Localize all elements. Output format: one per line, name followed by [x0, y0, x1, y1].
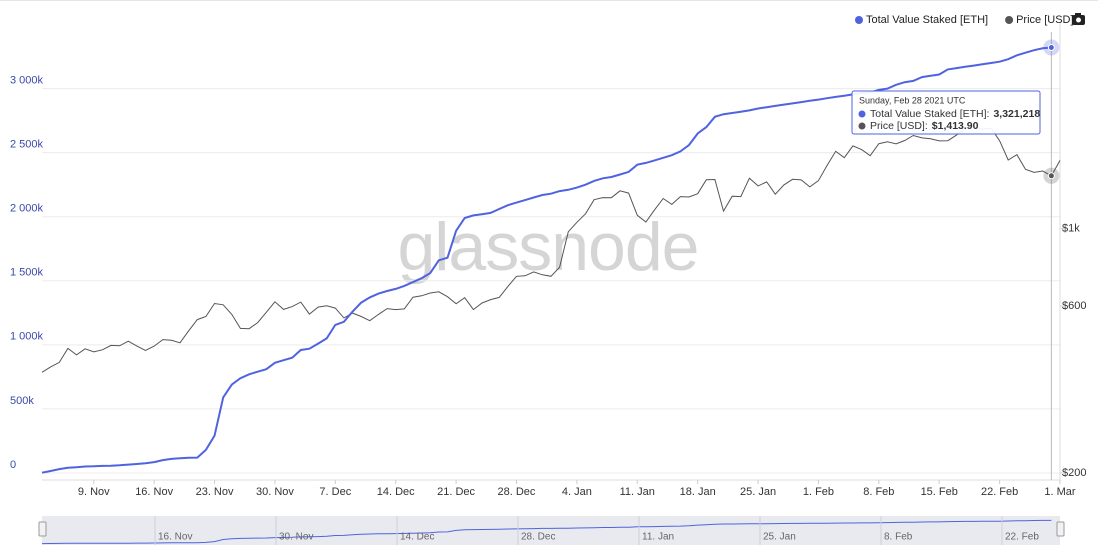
- navigator-label: 22. Feb: [1005, 532, 1039, 543]
- navigator-label: 16. Nov: [158, 532, 192, 543]
- camera-icon[interactable]: [1072, 13, 1085, 25]
- hover-point: [1047, 172, 1055, 180]
- tooltip-label: Price [USD]:: [870, 120, 928, 132]
- y-tick-label: 0: [10, 459, 16, 471]
- y-tick-label: 2 500k: [10, 139, 44, 151]
- y2-tick-label: $1k: [1062, 222, 1080, 234]
- tooltip-title: Sunday, Feb 28 2021 UTC: [859, 95, 966, 105]
- y-tick-label: 3 000k: [10, 75, 44, 87]
- tooltip-value: $1,413.90: [932, 120, 979, 132]
- x-tick-label: 16. Nov: [135, 486, 173, 498]
- x-tick-label: 15. Feb: [921, 486, 958, 498]
- navigator-handle[interactable]: [38, 521, 47, 537]
- navigator-label: 14. Dec: [400, 532, 434, 543]
- tooltip-row: Price [USD]: $1,413.90: [870, 120, 979, 132]
- x-tick-label: 22. Feb: [981, 486, 1018, 498]
- watermark: glassnode: [397, 209, 698, 285]
- navigator-label: 25. Jan: [763, 532, 796, 543]
- tooltip-dot: [858, 122, 866, 130]
- navigator-handle[interactable]: [1056, 521, 1065, 537]
- x-tick-label: 21. Dec: [437, 486, 475, 498]
- x-tick-label: 28. Dec: [498, 486, 536, 498]
- x-tick-label: 14. Dec: [377, 486, 415, 498]
- x-tick-label: 25. Jan: [740, 486, 776, 498]
- x-tick-label: 8. Feb: [863, 486, 894, 498]
- x-tick-label: 9. Nov: [78, 486, 110, 498]
- series-line: [41, 46, 1052, 474]
- navigator-label: 11. Jan: [642, 532, 674, 543]
- x-tick-label: 11. Jan: [620, 486, 655, 498]
- legend-dot: [1005, 16, 1014, 24]
- navigator-line: [41, 519, 1052, 545]
- series-line: [41, 125, 1061, 373]
- navigator-bg: [42, 516, 1060, 545]
- tooltip-value: 3,321,218: [993, 108, 1040, 120]
- x-tick-label: 30. Nov: [256, 486, 294, 498]
- tooltip-box: [851, 90, 1041, 135]
- tooltip: Sunday, Feb 28 2021 UTC Total Value Stake…: [851, 90, 1041, 135]
- navigator-label: 30. Nov: [279, 532, 313, 543]
- x-tick-label: 4. Jan: [562, 486, 592, 498]
- camera-lens: [1076, 17, 1081, 23]
- y-tick-label: 2 000k: [10, 203, 44, 215]
- x-tick-label: 23. Nov: [196, 486, 234, 498]
- y2-tick-label: $200: [1062, 467, 1086, 479]
- navigator-label: 28. Dec: [521, 532, 555, 543]
- legend-label: Total Value Staked [ETH]: [866, 14, 988, 26]
- x-tick-label: 1. Mar: [1044, 486, 1076, 498]
- x-tick-label: 1. Feb: [803, 486, 834, 498]
- tooltip-label: Total Value Staked [ETH]:: [870, 108, 989, 120]
- x-tick-label: 7. Dec: [319, 486, 351, 498]
- legend-label: Price [USD]: [1016, 14, 1073, 26]
- hover-point: [1047, 43, 1055, 51]
- navigator-label: 8. Feb: [884, 532, 913, 543]
- camera-top: [1075, 13, 1081, 16]
- legend-dot: [855, 16, 863, 24]
- y-tick-label: 1 500k: [10, 267, 44, 279]
- y2-tick-label: $600: [1062, 300, 1086, 312]
- tooltip-row: Total Value Staked [ETH]: 3,321,218: [870, 108, 1040, 120]
- y-tick-label: 1 000k: [10, 331, 44, 343]
- tooltip-dot: [858, 110, 866, 118]
- x-tick-label: 18. Jan: [680, 486, 716, 498]
- y-tick-label: 500k: [10, 395, 34, 407]
